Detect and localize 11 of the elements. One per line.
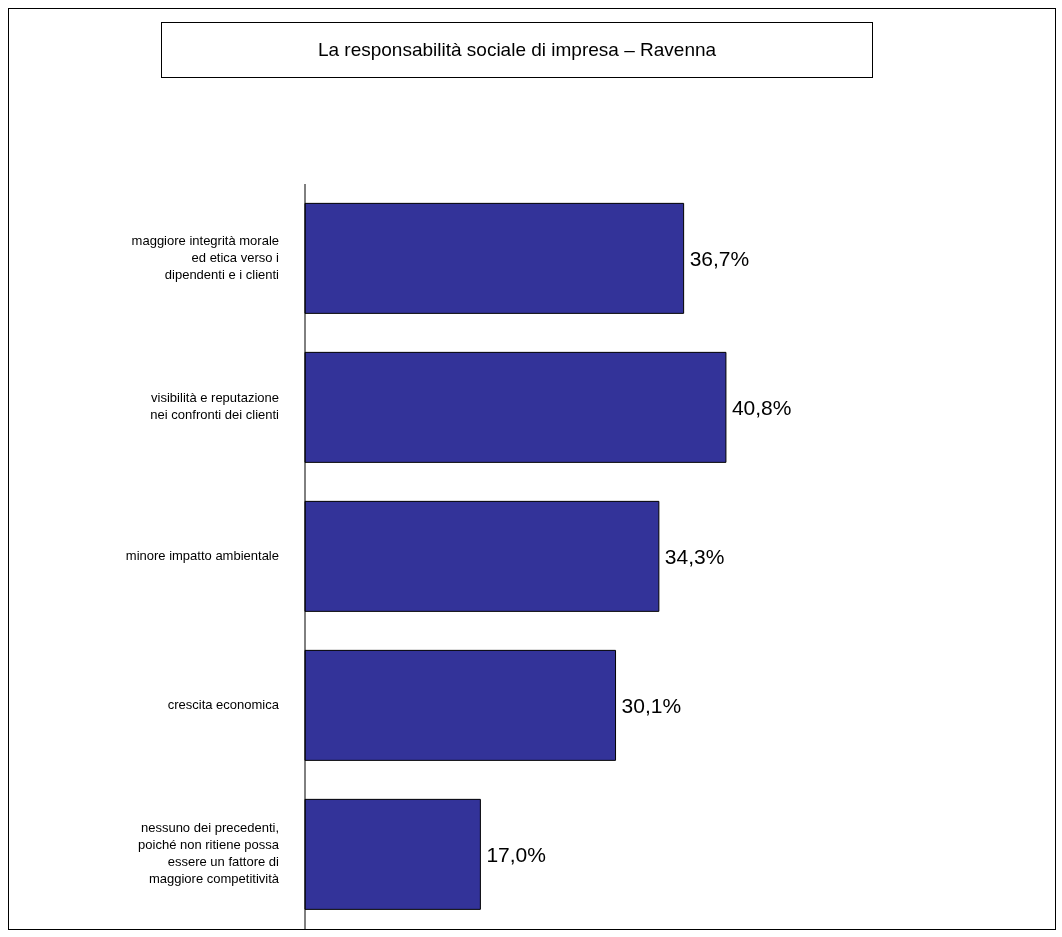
- y-tick-label: nessuno dei precedenti, poiché non ritiene possa essere un fattore di maggiore competitività: [138, 820, 280, 887]
- data-label: 36,7%: [689, 246, 750, 270]
- data-label: 34,3%: [664, 544, 725, 568]
- data-label: 17,0%: [486, 842, 546, 866]
- data-label: 40,8%: [731, 395, 792, 419]
- y-tick-label: maggiore integrità morale ed etica verso i dipendenti e i clienti: [131, 232, 280, 282]
- chart-title: La responsabilità sociale di impresa – Ravenna: [161, 22, 873, 78]
- data-label: 30,1%: [621, 693, 682, 717]
- y-tick-label: crescita economica: [167, 696, 280, 712]
- y-tick-label: minore impatto ambientale: [125, 547, 279, 563]
- y-tick-label: visibilità e reputazione nei confronti dei clienti: [150, 390, 280, 423]
